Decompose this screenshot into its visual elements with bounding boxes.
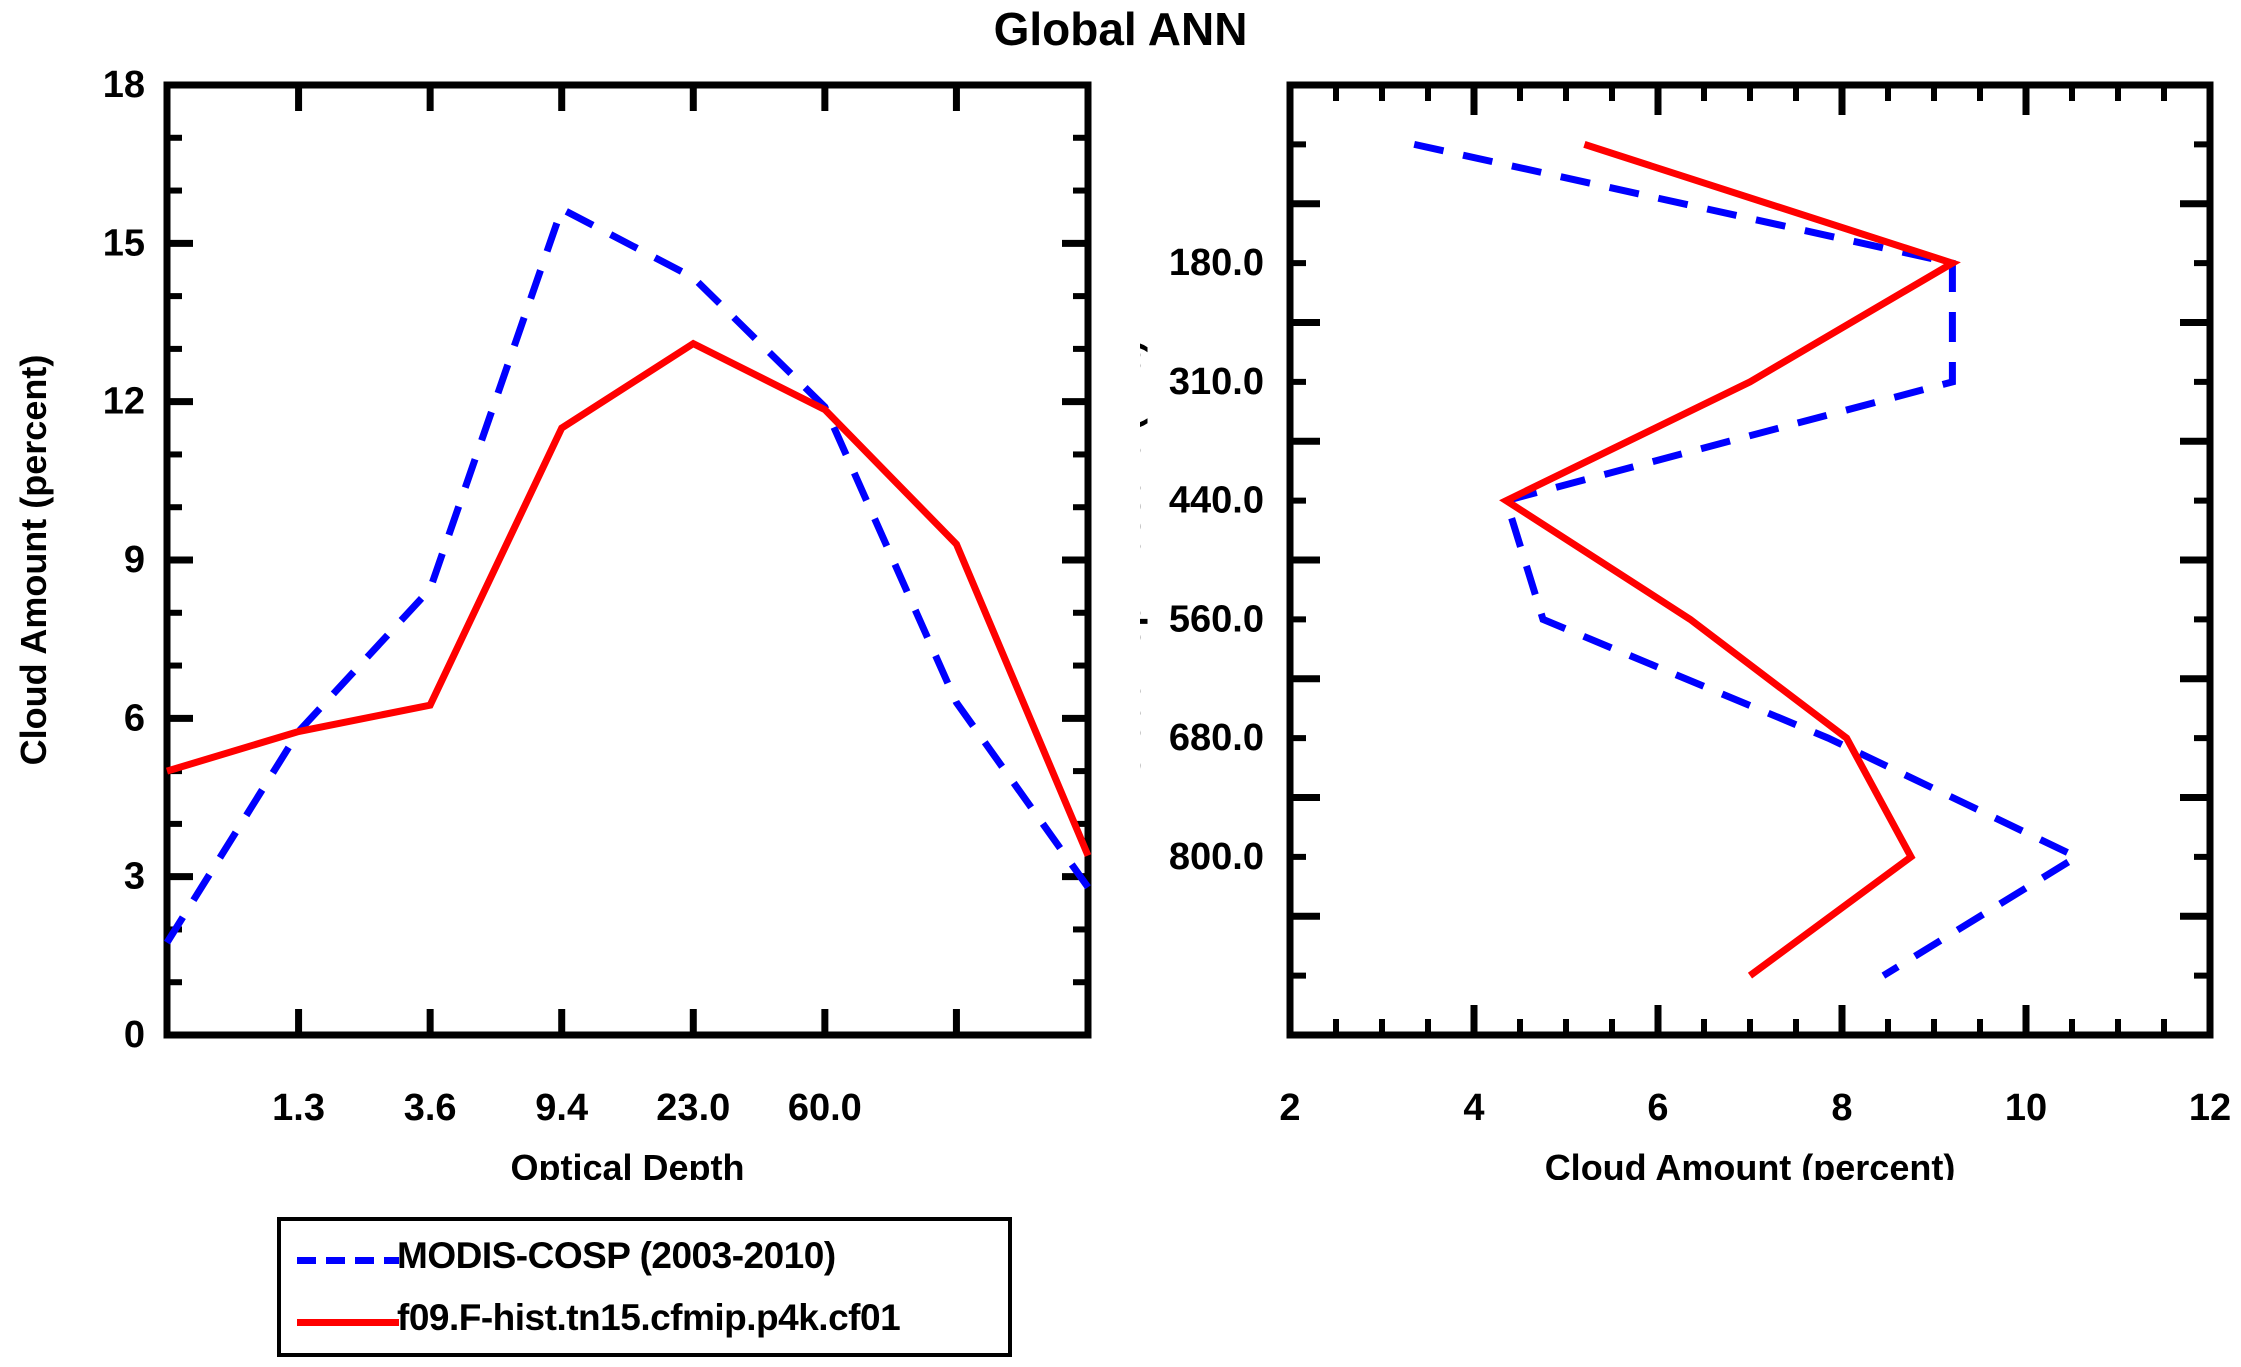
optical-depth-panel: 0 3 6 9 12 15 18 1.3 3.6 9.4 23.0 60.0 Optical Depth… <box>0 0 1140 1180</box>
y-tick-label: 6 <box>124 697 145 739</box>
y-tick-label: 440.0 <box>1169 480 1264 522</box>
x-tick-label: 3.6 <box>404 1087 457 1129</box>
x-tick-label: 60.0 <box>788 1087 862 1129</box>
x-tick-label: 1.3 <box>272 1087 325 1129</box>
x-axis-title: Optical Depth <box>510 1147 744 1180</box>
optical-depth-plot-svg: 0 3 6 9 12 15 18 1.3 3.6 9.4 23.0 60.0 Optical Depth… <box>13 64 1092 1180</box>
y-tick-label: 18 <box>103 64 145 106</box>
x-tick-label: 6 <box>1647 1087 1668 1129</box>
legend-label-model: f09.F-hist.tn15.cfmip.p4k.cf01 <box>397 1297 901 1338</box>
legend: MODIS-COSP (2003-2010) f09.F-hist.tn15.c… <box>277 1217 1012 1357</box>
plot-frame <box>163 81 1092 1039</box>
plot-frame <box>1286 81 2214 1039</box>
y-tick-label: 15 <box>103 222 145 264</box>
legend-item-model: f09.F-hist.tn15.cfmip.p4k.cf01 <box>281 1291 1008 1353</box>
x-tick-label: 2 <box>1279 1087 1300 1129</box>
cloud-top-pressure-panel: 2 4 6 8 10 12 180.0 310.0 440.0 560.0 680.0 800.0 Cl… <box>1140 0 2241 1180</box>
x-tick-label: 10 <box>2005 1087 2047 1129</box>
y-axis-title: Cloud Amount (percent) <box>13 355 54 766</box>
y-tick-label: 680.0 <box>1169 717 1264 759</box>
x-tick-label: 12 <box>2189 1087 2231 1129</box>
data-series-model <box>165 339 1092 857</box>
y-tick-label: 560.0 <box>1169 598 1264 640</box>
y-tick-label: 310.0 <box>1169 361 1264 403</box>
y-tick-label: 180.0 <box>1169 242 1264 284</box>
data-series-observation <box>1413 140 2084 979</box>
y-tick-label: 800.0 <box>1169 836 1264 878</box>
y-tick-label: 0 <box>124 1014 145 1056</box>
x-axis-title: Cloud Amount (percent) <box>1545 1147 1956 1180</box>
data-series-observation <box>164 204 1091 945</box>
y-tick-label: 12 <box>103 381 145 423</box>
cloud-top-pressure-plot-svg: 2 4 6 8 10 12 180.0 310.0 440.0 560.0 680.0 800.0 Cl… <box>1140 81 2231 1180</box>
x-tick-label: 4 <box>1463 1087 1484 1129</box>
x-tick-label: 8 <box>1831 1087 1852 1129</box>
y-tick-label: 3 <box>124 856 145 898</box>
x-tick-label: 23.0 <box>656 1087 730 1129</box>
x-tick-label: 9.4 <box>535 1087 588 1129</box>
y-tick-label: 9 <box>124 539 145 581</box>
page-title: Global ANN <box>993 3 1248 55</box>
legend-line-sample-dashed <box>297 1257 399 1264</box>
legend-line-sample-solid <box>297 1319 399 1326</box>
legend-item-observation: MODIS-COSP (2003-2010) <box>281 1229 1008 1291</box>
y-axis-title: Cloud Top Pressure (hPa) <box>1140 340 1148 779</box>
legend-label-observation: MODIS-COSP (2003-2010) <box>397 1235 836 1276</box>
data-series-model <box>1499 141 1961 979</box>
